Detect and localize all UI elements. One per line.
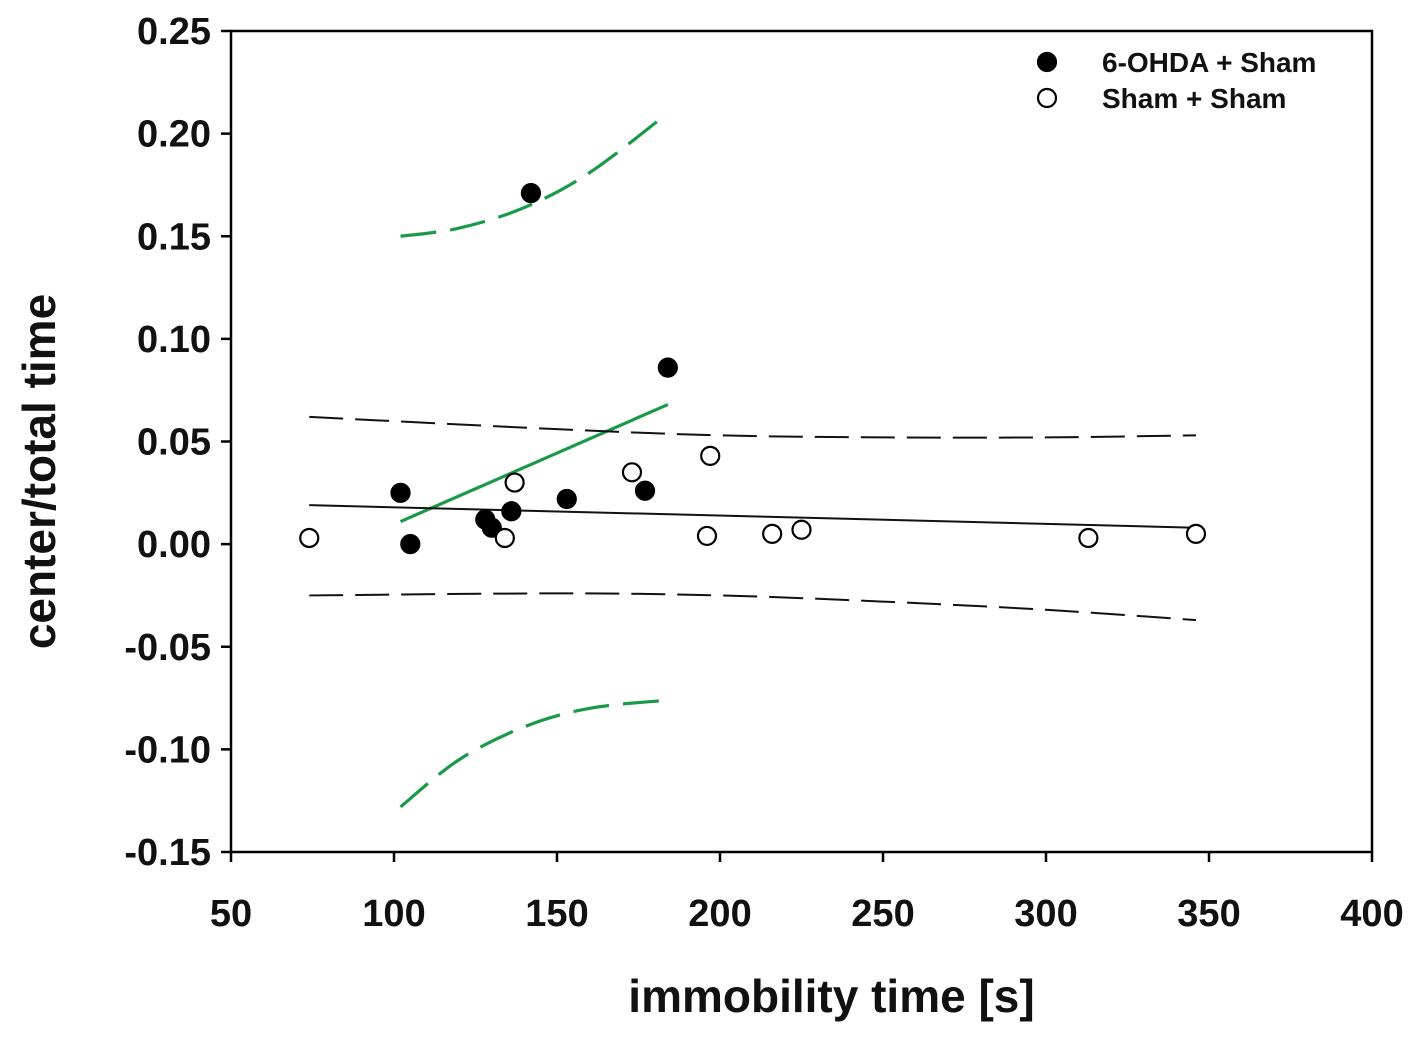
y-tick-label: 0.15 — [137, 216, 211, 258]
sham-regression-line — [309, 504, 1196, 529]
fit-lines — [309, 111, 1197, 809]
y-tick-label: -0.05 — [124, 627, 211, 669]
x-tick-label: 150 — [525, 893, 588, 935]
legend-marker — [1036, 87, 1058, 109]
6-ohda-upper-confidence-band-line — [400, 111, 669, 238]
x-axis: 50 100 150 200 250 300 350 400 — [210, 852, 1404, 935]
sham-lower-confidence-band-line — [309, 592, 1197, 622]
point-6ohda-sham — [657, 357, 678, 378]
legend-label: Sham + Sham — [1102, 83, 1286, 114]
y-tick-label: 0.00 — [137, 524, 211, 566]
x-axis-title: immobility time [s] — [628, 970, 1034, 1022]
sham-upper-confidence-band-line — [309, 415, 1196, 439]
point-sham-sham — [494, 527, 515, 549]
y-tick-label: 0.10 — [137, 319, 211, 361]
legend: 6-OHDA + Sham Sham + Sham — [1036, 47, 1316, 114]
x-tick-label: 100 — [362, 893, 425, 935]
point-sham-sham — [621, 462, 643, 483]
x-tick-label: 200 — [688, 893, 751, 935]
point-sham-sham — [762, 523, 783, 544]
x-tick-label: 250 — [851, 893, 914, 935]
y-tick-label: 0.20 — [137, 114, 211, 156]
point-6ohda-sham — [390, 482, 411, 503]
point-6ohda-sham — [400, 534, 421, 555]
point-sham-sham — [1078, 527, 1099, 549]
point-sham-sham — [504, 472, 525, 493]
point-sham-sham — [696, 525, 718, 547]
y-tick-label: -0.15 — [124, 832, 211, 874]
point-6ohda-sham — [556, 488, 577, 510]
y-tick-label: 0.25 — [137, 11, 211, 53]
point-sham-sham — [1185, 523, 1207, 544]
x-tick-label: 50 — [210, 893, 252, 935]
point-6ohda-sham — [501, 501, 522, 522]
x-tick-label: 300 — [1014, 893, 1077, 935]
point-sham-sham — [299, 527, 320, 549]
6-ohda-regression-line — [399, 403, 669, 524]
point-sham-sham — [700, 445, 721, 466]
legend-label: 6-OHDA + Sham — [1102, 47, 1316, 78]
x-tick-label: 350 — [1177, 893, 1240, 935]
point-6ohda-sham — [520, 183, 542, 204]
x-tick-label: 400 — [1340, 893, 1403, 935]
y-tick-label: 0.05 — [137, 422, 211, 464]
y-axis: -0.15 -0.10 -0.05 0.00 0.05 0.10 0.15 0.20 0.25 — [124, 11, 231, 874]
point-6ohda-sham — [634, 480, 656, 501]
data-points — [299, 183, 1207, 555]
y-tick-label: -0.10 — [124, 729, 211, 771]
plot-border — [229, 29, 1374, 854]
point-6ohda-sham — [481, 517, 502, 538]
point-sham-sham — [791, 519, 812, 540]
6-ohda-lower-confidence-band-line — [399, 698, 669, 809]
legend-marker — [1036, 51, 1058, 73]
plot-frame — [229, 29, 1374, 854]
y-axis-title: center/total time — [13, 294, 65, 649]
